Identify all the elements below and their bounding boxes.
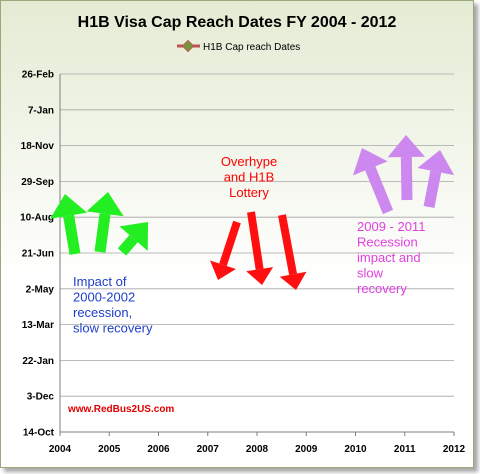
x-tick-label: 2011 (394, 444, 416, 455)
plot-area: 26-Feb 7-Jan 18-Nov 29-Sep 10-Aug 21-Jun 2-May… (20, 70, 466, 456)
red-arrow-head (210, 260, 236, 280)
annotation-text: Recession (357, 235, 418, 250)
y-tick-label: 29-Sep (21, 177, 54, 188)
green-arrow-shaft (94, 213, 111, 253)
annotation-text: Overhype (221, 154, 277, 169)
annotation-text: 2000-2002 (73, 290, 135, 305)
x-tick-label: 2008 (246, 444, 269, 455)
x-tick-label: 2009 (295, 444, 318, 455)
watermark: www.RedBus2US.com (67, 404, 174, 415)
purple-arrow-head (417, 150, 455, 176)
y-tick-label: 21-Jun (22, 249, 54, 260)
annotation-text: recession, (73, 305, 132, 320)
red-arrow-head (279, 271, 307, 290)
x-tick-label: 2005 (98, 444, 121, 455)
x-tick-label: 2010 (344, 444, 367, 455)
purple-arrow-shaft (365, 166, 394, 215)
x-tick-label: 2006 (147, 444, 170, 455)
green-arrow-shaft (63, 214, 81, 255)
purple-arrow-head (387, 135, 426, 158)
legend: H1B Cap reach Dates (177, 39, 300, 53)
green-arrow-head (119, 222, 148, 251)
red-arrow-shaft (219, 220, 241, 267)
annotation-text: Lottery (229, 185, 269, 200)
y-tick-label: 18-Nov (21, 141, 55, 152)
purple-arrow-shaft (400, 156, 413, 201)
green-arrow-head (86, 192, 124, 217)
y-tick-label: 2-May (26, 284, 55, 295)
annotation-text: recovery (357, 281, 407, 296)
legend-label: H1B Cap reach Dates (203, 42, 300, 53)
x-tick-label: 2004 (49, 444, 72, 455)
y-tick-label: 10-Aug (20, 213, 54, 224)
x-tick-label: 2007 (197, 444, 220, 455)
purple-arrow-shaft (423, 170, 442, 209)
y-tick-label: 3-Dec (27, 392, 55, 403)
chart-title: H1B Visa Cap Reach Dates FY 2004 - 2012 (78, 14, 397, 31)
y-tick-label: 7-Jan (28, 105, 54, 116)
green-arrow-head (50, 194, 88, 219)
annotation-text: Impact of (73, 274, 127, 289)
green-arrow-shaft (117, 235, 138, 256)
purple-arrow-head (352, 148, 388, 176)
annotation-text: slow (357, 266, 384, 281)
y-tick-label: 22-Jan (22, 356, 54, 367)
annotation-text: slow recovery (73, 321, 153, 336)
y-tick-label: 14-Oct (23, 428, 55, 439)
annotation-text: 2009 - 2011 (357, 219, 425, 234)
x-tick-label: 2012 (443, 444, 466, 455)
red-arrow-shaft (247, 211, 264, 270)
red-arrow-shaft (278, 214, 297, 276)
y-tick-label: 26-Feb (22, 70, 54, 81)
red-arrow-head (246, 267, 274, 285)
annotation-text: impact and (357, 250, 421, 265)
legend-marker (181, 39, 195, 53)
y-tick-label: 13-Mar (22, 320, 54, 331)
annotation-text: and H1B (224, 170, 275, 185)
